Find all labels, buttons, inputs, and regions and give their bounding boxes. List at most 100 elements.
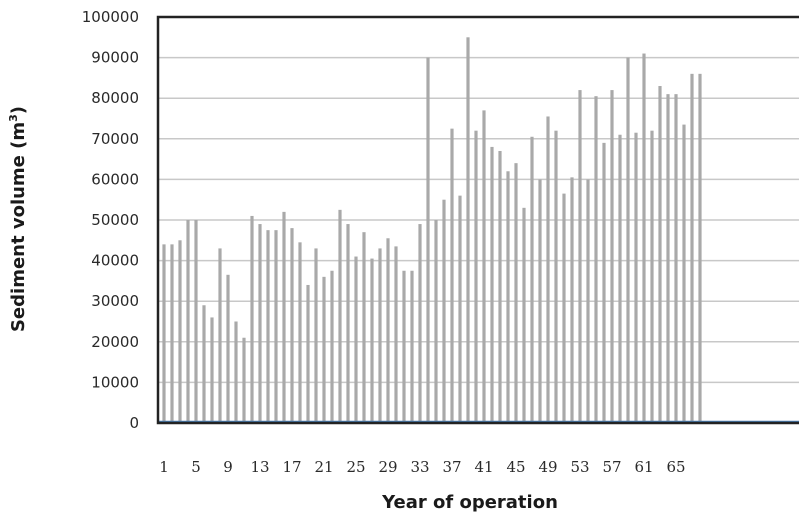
- bar-year-48: [538, 179, 542, 423]
- bar-year-24: [346, 224, 350, 423]
- x-tick-label: 65: [666, 458, 685, 476]
- y-tick-label: 20000: [91, 333, 139, 351]
- bar-year-42: [490, 146, 494, 424]
- bar-year-55: [594, 96, 598, 424]
- bar-year-10: [234, 321, 238, 423]
- bar-year-5: [194, 220, 198, 423]
- bar-year-25: [354, 256, 358, 423]
- bar-year-9: [226, 274, 230, 423]
- bar-year-28: [378, 248, 382, 423]
- y-tick-label: 40000: [91, 252, 139, 270]
- bar-year-27: [370, 258, 374, 423]
- bar-year-41: [482, 110, 486, 423]
- bar-year-11: [242, 337, 246, 423]
- x-tick-label: 5: [191, 458, 201, 476]
- x-tick-label: 33: [410, 458, 429, 476]
- y-axis-title-close: ): [8, 106, 29, 114]
- bar-year-57: [610, 90, 614, 423]
- bar-year-67: [690, 73, 694, 423]
- bar-year-8: [218, 248, 222, 423]
- bar-year-33: [418, 224, 422, 423]
- bar-year-29: [386, 238, 390, 423]
- bar-year-32: [410, 270, 414, 423]
- x-tick-label: 13: [250, 458, 269, 476]
- bar-year-68: [698, 73, 702, 423]
- y-tick-label: 30000: [91, 292, 139, 310]
- y-axis-ticks: 0 10000 20000 30000 40000 50000 60000 70000 8000…: [82, 8, 139, 432]
- bar-year-16: [282, 211, 286, 423]
- y-tick-label: 10000: [91, 373, 139, 391]
- x-tick-label: 1: [159, 458, 169, 476]
- x-tick-label: 17: [282, 458, 301, 476]
- bar-year-43: [498, 150, 502, 424]
- bar-year-58: [618, 134, 622, 424]
- bar-year-1: [162, 244, 166, 423]
- bar-year-18: [298, 242, 302, 423]
- x-tick-label: 37: [442, 458, 461, 476]
- x-tick-label: 53: [570, 458, 589, 476]
- y-tick-label: 90000: [91, 49, 139, 67]
- x-tick-label: 61: [634, 458, 653, 476]
- bar-year-47: [530, 136, 534, 423]
- y-axis-title: Sediment volume (m3): [7, 106, 29, 332]
- y-tick-label: 60000: [91, 170, 139, 188]
- bar-year-4: [186, 220, 190, 423]
- bar-year-60: [634, 132, 638, 423]
- bar-year-35: [434, 220, 438, 423]
- bar-year-40: [474, 130, 478, 423]
- bar-year-30: [394, 246, 398, 423]
- y-tick-label: 100000: [82, 8, 139, 26]
- bar-year-63: [658, 86, 662, 424]
- bar-year-59: [626, 57, 630, 423]
- y-axis-title-superscript: 3: [7, 114, 20, 122]
- plot-frame: [156, 15, 799, 425]
- bar-year-38: [458, 195, 462, 423]
- bar-year-56: [602, 142, 606, 424]
- y-tick-label: 70000: [91, 130, 139, 148]
- bar-year-52: [570, 177, 574, 423]
- bar-year-22: [330, 270, 334, 423]
- bar-year-17: [290, 228, 294, 423]
- x-tick-label: 9: [223, 458, 233, 476]
- bar-year-49: [546, 116, 550, 423]
- bar-year-45: [514, 163, 518, 423]
- bar-year-53: [578, 90, 582, 423]
- bar-year-46: [522, 207, 526, 423]
- bar-year-39: [466, 37, 470, 424]
- y-tick-label: 50000: [91, 211, 139, 229]
- x-tick-label: 21: [314, 458, 333, 476]
- bar-year-34: [426, 57, 430, 423]
- bar-year-64: [666, 94, 670, 423]
- bar-year-54: [586, 179, 590, 423]
- bar-year-26: [362, 232, 366, 423]
- y-axis-title-text: Sediment volume (m: [8, 122, 29, 332]
- bar-year-36: [442, 199, 446, 423]
- bar-year-6: [202, 305, 206, 423]
- bar-year-37: [450, 128, 454, 423]
- x-axis-title: Year of operation: [381, 492, 558, 513]
- bar-year-14: [266, 230, 270, 423]
- x-axis-ticks: 1 5 9 13 17 21 25 29 33 37 41 45 49 53 57 61 65: [159, 458, 685, 476]
- x-tick-label: 41: [474, 458, 493, 476]
- x-tick-label: 25: [346, 458, 365, 476]
- gridlines: [158, 16, 799, 384]
- bar-year-51: [562, 193, 566, 423]
- bar-year-19: [306, 284, 310, 423]
- bar-year-2: [170, 244, 174, 423]
- x-tick-label: 49: [538, 458, 557, 476]
- bar-year-15: [274, 230, 278, 423]
- bar-year-62: [650, 130, 654, 423]
- bar-year-12: [250, 215, 254, 423]
- x-tick-label: 57: [602, 458, 621, 476]
- bar-year-61: [642, 53, 646, 423]
- bar-year-50: [554, 130, 558, 423]
- bar-year-44: [506, 171, 510, 423]
- bar-year-20: [314, 248, 318, 423]
- bar-year-66: [682, 124, 686, 423]
- bar-year-65: [674, 94, 678, 423]
- bar-series: [162, 37, 702, 424]
- bar-year-21: [322, 276, 326, 423]
- y-tick-label: 80000: [91, 89, 139, 107]
- bar-year-31: [402, 270, 406, 423]
